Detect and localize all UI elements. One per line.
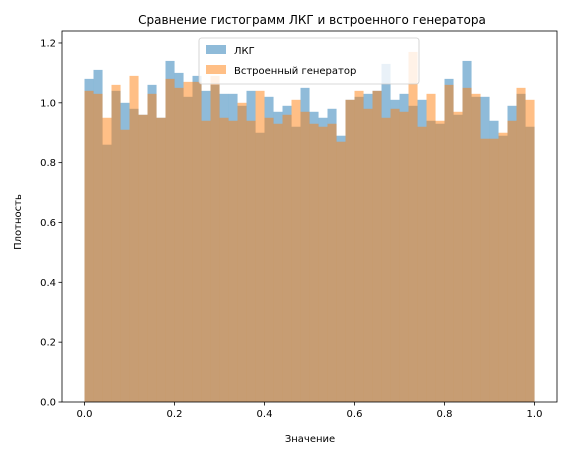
legend-label: Встроенный генератор	[234, 66, 356, 77]
bar	[84, 90, 94, 402]
bar	[318, 126, 328, 402]
bar	[192, 81, 202, 402]
bar	[354, 90, 364, 402]
x-axis: 0.0 0.2 0.4 0.6 0.8 1.0	[77, 402, 543, 420]
y-tick-label: 1.2	[40, 38, 56, 49]
legend-swatch	[206, 45, 226, 54]
x-tick-label: 0.2	[167, 409, 183, 420]
bar	[489, 138, 499, 403]
bar	[201, 120, 211, 403]
y-tick-label: 0.0	[40, 398, 56, 409]
bar	[408, 51, 418, 403]
bar	[228, 120, 238, 403]
bar	[327, 123, 337, 402]
bar	[300, 111, 310, 402]
bar	[507, 120, 517, 403]
bar	[165, 78, 175, 402]
chart-title: Сравнение гистограмм ЛКГ и встроенного г…	[138, 13, 486, 27]
bar	[174, 87, 184, 402]
bar	[255, 90, 265, 402]
bar	[273, 123, 283, 402]
bar	[183, 81, 193, 402]
y-axis-label: Плотность	[13, 194, 24, 250]
x-tick-label: 0.8	[437, 409, 453, 420]
bar	[246, 120, 256, 403]
y-tick-label: 0.8	[40, 158, 56, 169]
bar	[309, 123, 319, 402]
bar	[390, 108, 400, 403]
x-tick-label: 0.6	[347, 409, 363, 420]
bar	[111, 84, 121, 403]
bars-layer	[84, 51, 535, 403]
bar	[291, 99, 301, 402]
bar	[417, 126, 427, 402]
x-tick-label: 0.0	[77, 409, 93, 420]
y-tick-label: 1.0	[40, 98, 56, 109]
plot-frame	[61, 30, 558, 403]
bar	[426, 93, 436, 403]
bar	[102, 117, 112, 403]
bar	[210, 75, 220, 403]
bar	[462, 87, 472, 402]
bar	[372, 90, 382, 402]
x-tick-label: 1.0	[527, 409, 543, 420]
bar	[363, 108, 373, 403]
x-axis-label: Значение	[285, 434, 335, 445]
y-tick-label: 0.6	[40, 218, 56, 229]
legend: ЛКГ Встроенный генератор	[198, 37, 420, 85]
bar	[453, 111, 463, 402]
bar	[480, 138, 490, 403]
bar	[345, 99, 355, 402]
x-tick-label: 0.4	[257, 409, 273, 420]
bar	[264, 117, 274, 403]
bar	[129, 75, 139, 403]
legend-box	[198, 37, 420, 85]
bar	[381, 117, 391, 403]
bar	[525, 99, 535, 402]
bar	[120, 129, 130, 402]
bar	[471, 93, 481, 403]
y-axis: 0.0 0.2 0.4 0.6 0.8 1.0 1.2	[40, 38, 62, 409]
legend-swatch	[206, 65, 226, 74]
bar	[498, 132, 508, 402]
bar	[435, 120, 445, 403]
bar	[138, 114, 148, 402]
bar	[156, 117, 166, 403]
bar	[237, 102, 247, 402]
bar	[282, 114, 292, 402]
series-builtin	[84, 51, 535, 403]
bar	[444, 84, 454, 403]
bar	[93, 93, 103, 403]
bar	[336, 141, 346, 403]
bar	[219, 117, 229, 403]
legend-label: ЛКГ	[234, 46, 255, 57]
bar	[516, 87, 526, 402]
bar	[147, 93, 157, 403]
y-tick-label: 0.4	[40, 278, 56, 289]
bar	[399, 111, 409, 402]
y-tick-label: 0.2	[40, 338, 56, 349]
